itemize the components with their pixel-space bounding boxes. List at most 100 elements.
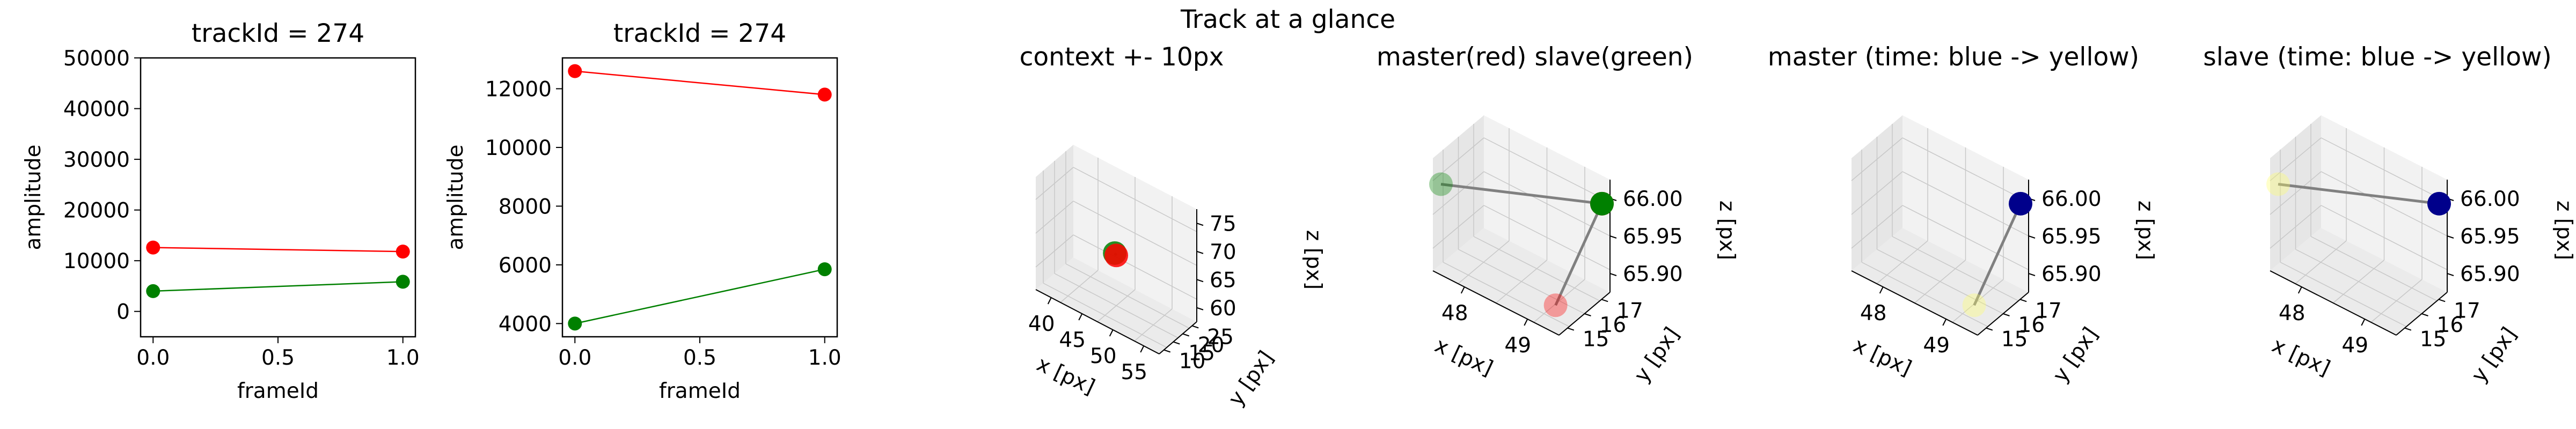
x-tick-mark — [1109, 329, 1114, 337]
track-line — [1440, 183, 1602, 205]
axis-line — [1851, 270, 1978, 336]
y-tick-label: 15 — [1583, 328, 1609, 352]
track-line — [2278, 183, 2440, 205]
z-tick-mark — [1196, 223, 1204, 226]
x-tick-mark — [1879, 286, 1884, 294]
grid-line — [2370, 279, 2423, 323]
chart-title: master (time: blue -> yellow) — [1768, 42, 2139, 72]
y-tick-label: 50000 — [63, 47, 130, 71]
series-2-point — [568, 316, 582, 331]
y-tick-label: 0 — [116, 300, 130, 324]
grid-line — [1483, 137, 1611, 203]
line-chart-2: trackId = 274 0.0 0.5 1.0 4000 6000 8000 10000 1… — [444, 19, 841, 403]
z-tick-label: 60 — [1210, 297, 1236, 321]
grid-line — [1054, 273, 1179, 338]
grid-line — [1952, 279, 2004, 323]
y-tick-label: 40000 — [63, 98, 130, 122]
chart-title: context +- 10px — [1020, 42, 1224, 72]
scatter-point — [1543, 293, 1568, 317]
grid-line — [1432, 137, 1484, 181]
y-tick-label: 6000 — [499, 254, 552, 278]
grid-line — [2270, 171, 2322, 215]
scatter-point — [2427, 191, 2451, 216]
y-tick-label: 25 — [1207, 326, 1234, 350]
z-tick-mark — [2447, 235, 2454, 239]
z-tick-label: 65.95 — [2041, 225, 2102, 249]
x-tick-mark — [1942, 319, 1947, 326]
grid-line — [1851, 137, 1903, 181]
grid-line — [1073, 167, 1197, 232]
series-line-1 — [575, 70, 825, 95]
y-tick-mark — [1173, 341, 1180, 345]
y-tick-mark — [2404, 327, 2412, 331]
y-axis-label: y [px] — [2467, 323, 2521, 387]
x-axis-label: x [px] — [2268, 333, 2333, 381]
z-tick-mark — [1196, 250, 1204, 254]
y-tick-label: 12000 — [485, 77, 552, 101]
plot-frame — [140, 57, 416, 338]
y-tick-label: 20000 — [63, 199, 130, 223]
z-tick-mark — [2028, 235, 2036, 239]
grid-line — [2321, 137, 2448, 203]
grid-line — [1065, 263, 1190, 329]
z-tick-label: 65.90 — [1623, 262, 1683, 286]
grid-line — [1458, 249, 1585, 314]
y-tick-label: 16 — [2437, 313, 2464, 337]
series-line-1 — [153, 247, 403, 253]
y-axis-label: y [px] — [1224, 346, 1278, 410]
x-tick-mark — [1460, 286, 1465, 294]
series-1-point — [396, 245, 410, 259]
y-tick-mark — [1163, 349, 1171, 353]
grid-line — [2321, 171, 2448, 236]
axis-line — [2270, 270, 2397, 336]
y-tick-mark — [2421, 313, 2428, 316]
z-tick-label: 75 — [1210, 212, 1236, 236]
grid-line — [1483, 171, 1611, 236]
y-tick-mark — [1584, 313, 1591, 316]
series-1-point — [146, 240, 160, 255]
z-tick-label: 66.00 — [2460, 187, 2520, 211]
x-tick-label: 48 — [2279, 301, 2306, 326]
x-tick-label: 0.5 — [261, 346, 295, 370]
z-tick-label: 65 — [1210, 268, 1236, 292]
chart-title: trackId = 274 — [613, 19, 786, 48]
y-tick-label: 10 — [1179, 350, 1206, 374]
x-tick-mark — [2361, 319, 2366, 326]
x-tick-label: 0.5 — [683, 346, 716, 370]
y-axis-label: amplitude — [21, 144, 46, 250]
grid-line — [1851, 171, 1903, 215]
y-tick-mark — [1986, 327, 1993, 331]
y-tick-label: 10000 — [485, 136, 552, 160]
x-axis-label: frameId — [659, 379, 741, 403]
series-1-point — [817, 87, 832, 102]
scatter-point — [1429, 172, 1453, 196]
series-line-2 — [575, 268, 825, 324]
z-tick-label: 65.95 — [1623, 225, 1683, 249]
y-tick-mark — [2003, 313, 2010, 316]
x-tick-label: 0.0 — [558, 346, 591, 370]
y-tick-mark — [2019, 299, 2027, 302]
x-tick-label: 1.0 — [808, 346, 841, 370]
x-tick-mark — [1140, 345, 1145, 353]
x-tick-label: 49 — [1923, 334, 1950, 358]
series-1-point — [568, 64, 582, 78]
x-axis-label: x [px] — [1033, 352, 1099, 400]
z-tick-mark — [2028, 273, 2036, 276]
charts-container: trackId = 274 0.0 0.5 1.0 0 10000 20000 30000 40… — [21, 19, 2576, 410]
y-tick-label: 8000 — [499, 195, 552, 219]
z-tick-mark — [1196, 279, 1204, 283]
x-tick-mark — [1524, 319, 1528, 326]
z-axis-label: z [px] — [2552, 201, 2576, 260]
grid-line — [1473, 236, 1600, 301]
scatter-point — [1104, 243, 1129, 268]
y-axis-label: amplitude — [444, 144, 468, 250]
x-tick-mark — [2297, 286, 2302, 294]
z-axis-label: z [px] — [2133, 201, 2157, 260]
y-tick-label: 20 — [1198, 334, 1225, 358]
track-line — [1554, 203, 1604, 306]
y-tick-label: 16 — [1600, 313, 1627, 337]
z-axis-label: z [px] — [1715, 201, 1739, 260]
grid-line — [2295, 249, 2422, 314]
chart-title: slave (time: blue -> yellow) — [2203, 42, 2552, 72]
